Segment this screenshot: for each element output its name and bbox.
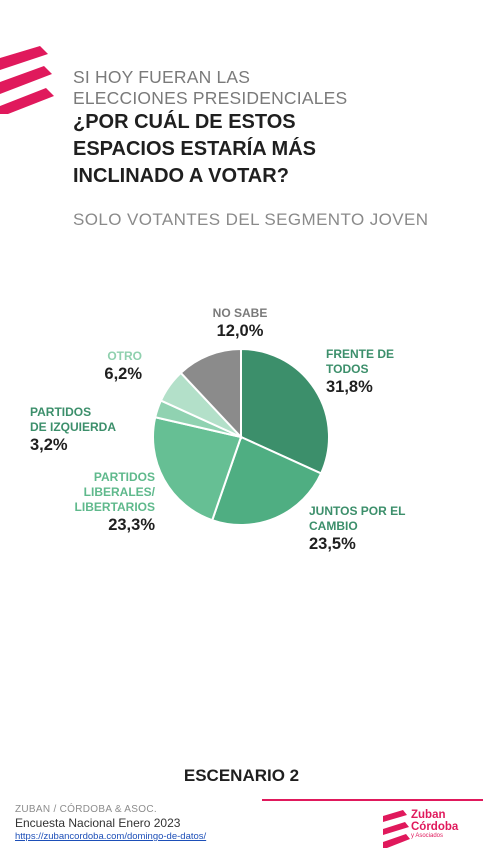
brand-stripes-icon	[0, 46, 54, 114]
scenario-label: ESCENARIO 2	[183, 766, 300, 785]
pie-chart	[152, 347, 330, 526]
slice-label-partidos-liberales: PARTIDOS LIBERALES/LIBERTARIOS 23,3%	[55, 470, 155, 535]
slice-name-2-line-0: PARTIDOS	[93, 470, 155, 484]
slice-label-juntos-por-el-cambio: JUNTOS POR EL CAMBIO 23,5%	[309, 504, 405, 554]
survey-text: Encuesta Nacional Enero 2023	[15, 816, 181, 830]
brand-name: Zuban Córdoba y Asociados	[411, 809, 458, 840]
slice-name-1-line-0: JUNTOS POR EL	[309, 504, 406, 518]
chart-title-line-3: INCLINADO A VOTAR?	[73, 165, 289, 187]
slice-name-5-line-0: NO SABE	[212, 306, 268, 320]
pie-slice-5	[179, 347, 242, 440]
chart-title-line-1: ¿POR CUÁL DE ESTOS	[73, 111, 296, 133]
slice-label-otro: OTRO 6,2%	[96, 349, 142, 384]
source-link[interactable]: https://zubancordoba.com/domingo-de-dato…	[15, 831, 207, 842]
brand-logo-icon	[383, 810, 410, 848]
slice-value-3: 3,2%	[30, 436, 68, 454]
brand-line-1: Zuban	[411, 809, 446, 821]
slice-name-2-line-1: LIBERALES/	[83, 485, 155, 499]
pie-slice-0	[240, 347, 330, 475]
slice-name-3-line-1: DE IZQUIERDA	[30, 420, 117, 434]
slice-name-4-line-0: OTRO	[107, 349, 142, 363]
slice-label-no-sabe: NO SABE 12,0%	[204, 306, 276, 341]
slice-value-1: 23,5%	[309, 535, 356, 553]
slice-label-partidos-de-izquierda: PARTIDOS DE IZQUIERDA 3,2%	[30, 405, 116, 455]
chart-subtitle: SOLO VOTANTES DEL SEGMENTO JOVEN	[73, 210, 429, 229]
slice-value-4: 6,2%	[104, 365, 142, 383]
slice-value-0: 31,8%	[326, 378, 373, 396]
slice-name-0-line-1: TODOS	[326, 362, 369, 376]
slice-name-1-line-1: CAMBIO	[309, 519, 358, 533]
chart-title-line-2: ESPACIOS ESTARÍA MÁS	[73, 138, 316, 160]
brand-line-2: Córdoba	[411, 821, 459, 833]
source-text: ZUBAN / CÓRDOBA & ASOC.	[15, 804, 157, 815]
footer-divider	[262, 799, 483, 801]
pie-slice-1	[210, 435, 323, 526]
slice-name-0-line-0: FRENTE DE	[326, 347, 395, 361]
slice-value-2: 23,3%	[108, 516, 155, 534]
brand-line-3: y Asociados	[411, 833, 444, 839]
chart-header: SI HOY FUERAN LAS ELECCIONES PRESIDENCIA…	[73, 67, 473, 189]
slice-value-5: 12,0%	[216, 322, 264, 340]
pre-title-line-1: SI HOY FUERAN LAS	[73, 67, 251, 87]
pie-slice-2	[152, 416, 243, 522]
slice-label-frente-de-todos: FRENTE DE TODOS 31,8%	[326, 347, 394, 397]
slice-name-3-line-0: PARTIDOS	[30, 405, 92, 419]
pre-title-line-2: ELECCIONES PRESIDENCIALES	[73, 87, 348, 108]
slice-name-2-line-2: LIBERTARIOS	[74, 500, 155, 514]
